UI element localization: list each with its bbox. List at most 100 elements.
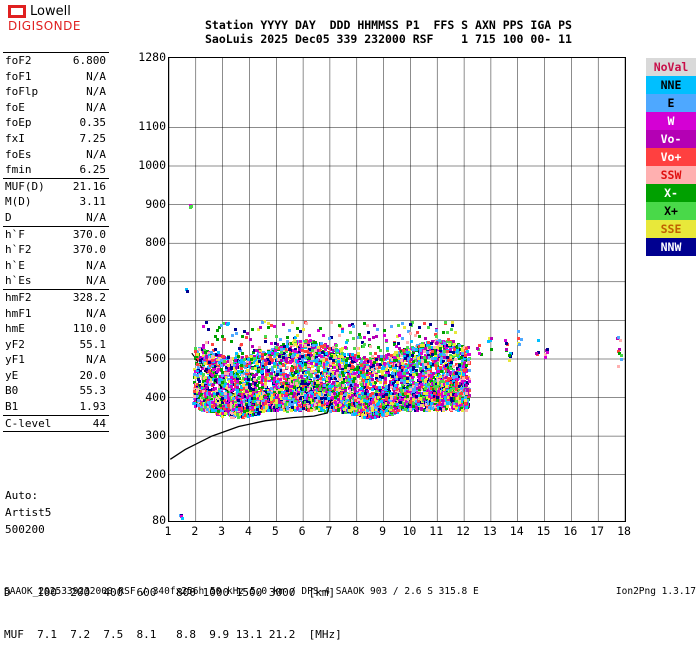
param-key: hmE [5,322,25,336]
echo-point [234,384,238,388]
echo-point [221,373,225,377]
echo-point [236,401,240,405]
param-value: 6.800 [72,54,106,67]
echo-point [196,395,199,398]
echo-point [223,371,227,375]
echo-point [196,352,200,356]
echo-point [217,382,221,386]
echo-point [193,404,197,408]
param-row: hmE 110.0 [3,321,109,337]
echo-point [222,377,226,381]
echo-point [208,356,212,360]
echo-point [206,369,209,373]
echo-point [196,388,200,391]
echo-point [220,354,224,358]
echo-point [205,375,208,379]
echo-point [248,382,252,386]
echo-point [229,384,233,388]
param-row: h`Es N/A [3,273,109,289]
param-key: hmF1 [5,306,32,320]
param-value: 44 [61,414,109,432]
echo-point [226,383,230,387]
echo-point [235,377,239,381]
param-value: 328.2 [61,288,109,306]
echo-point [226,387,230,391]
param-row: h`E N/A [3,258,109,274]
echo-point [214,364,218,368]
echo-point [240,373,244,377]
echo-point [214,357,218,361]
y-tick-label: 1000 [138,158,166,173]
echo-point [235,412,239,416]
param-row: foF2 6.800 [3,53,109,69]
echo-point [214,375,218,379]
param-value: N/A [86,306,106,320]
echo-point [243,414,247,417]
echo-point [229,356,233,360]
echo-point [239,367,243,371]
echo-point [206,358,210,362]
logo-product: DIGISONDE [8,19,81,33]
echo-point [204,388,207,391]
lowell-digisonde-logo: Lowell DIGISONDE [4,4,96,34]
param-row: foEp 0.35 [3,115,109,131]
param-value: 110.0 [72,322,106,336]
echo-point [192,368,196,372]
echo-point [234,382,238,386]
param-value: 55.3 [79,384,107,398]
auto-scaling-block: Auto: Artist5 500200 [5,487,51,538]
echo-point [235,372,239,376]
echo-point [204,385,208,389]
echo-point [207,410,211,413]
param-key: h`F2 [5,243,32,257]
echo-point [245,411,249,415]
echo-point [216,370,220,374]
echo-point [193,385,197,389]
ionogram-plot-area[interactable] [168,57,626,522]
echo-point [237,376,241,380]
echo-point [221,387,225,390]
param-key: h`E [5,258,25,272]
echo-point [243,387,247,391]
echo-point [239,380,242,384]
param-value: N/A [86,147,106,161]
echo-point [211,352,215,356]
echo-point [218,380,222,384]
echo-point [205,367,209,371]
echo-point [205,380,209,384]
echo-point [244,364,248,367]
echo-point [221,414,225,418]
y-tick-label: 500 [145,350,166,365]
param-key: B0 [5,384,19,398]
echo-point [207,366,211,370]
echo-point [244,385,248,389]
param-key: fmin [5,163,32,177]
echo-point [193,396,197,400]
param-key: h`F [3,225,62,243]
echo-point [244,378,247,382]
param-value: 55.1 [79,337,107,351]
echo-point [217,387,221,391]
echo-point [222,379,226,383]
echo-point [196,350,200,354]
y-tick-label: 1280 [138,50,166,64]
echo-point [207,383,211,387]
echo-point [220,358,224,362]
echo-point [208,389,212,393]
y-tick-label: 200 [145,466,166,481]
param-key: foF2 [5,54,32,67]
echo-point [207,351,211,355]
echo-point [197,379,201,383]
echo-point [193,376,197,380]
echo-point [216,368,220,372]
param-value: 7.25 [79,131,107,145]
echo-point [196,369,200,373]
echo-point [241,412,245,416]
echo-point [206,361,210,365]
param-row: yF2 55.1 [3,337,109,353]
echo-point [222,359,226,363]
echo-point [211,373,215,377]
echo-point [239,413,243,417]
echo-point [236,358,239,362]
param-value: N/A [86,353,106,367]
